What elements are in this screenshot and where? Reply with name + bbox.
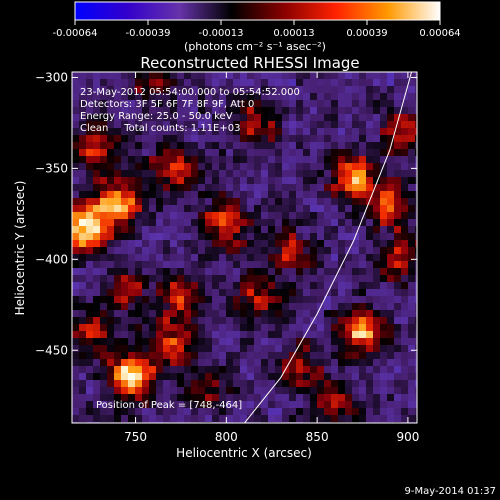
footer-date: 9-May-2014 01:37 — [404, 486, 496, 497]
colorbar — [74, 1, 441, 21]
x-tick-label: 900 — [396, 430, 419, 444]
heatmap-image — [72, 72, 417, 423]
info-energy-range: Energy Range: 25.0 - 50.0 keV — [80, 111, 233, 122]
chart-title: Reconstructed RHESSI Image — [140, 54, 359, 72]
colorbar-tick-label: -0.00064 — [53, 28, 98, 39]
info-clean-counts: Clean Total counts: 1.11E+03 — [80, 123, 240, 134]
colorbar-tick-label: -0.00039 — [126, 28, 171, 39]
solar-limb-line — [244, 72, 413, 423]
x-tick-label: 850 — [306, 430, 329, 444]
y-tick-label: −400 — [35, 252, 68, 266]
colorbar-tick-label: -0.00013 — [199, 28, 244, 39]
x-tick-label: 800 — [215, 430, 238, 444]
plot-frame — [71, 71, 418, 424]
x-tick-label: 750 — [124, 430, 147, 444]
colorbar-tick-label: 0.00013 — [273, 28, 314, 39]
colorbar-tick-label: 0.00039 — [346, 28, 387, 39]
info-time-range: 23-May-2012 05:54:00.000 to 05:54:52.000 — [80, 87, 300, 98]
x-axis-label: Heliocentric X (arcsec) — [176, 446, 312, 460]
y-tick-label: −300 — [35, 70, 68, 84]
y-axis-label: Heliocentric Y (arcsec) — [13, 181, 27, 316]
y-tick-label: −450 — [35, 343, 68, 357]
info-detectors: Detectors: 3F 5F 6F 7F 8F 9F, Att 0 — [80, 99, 254, 110]
colorbar-units-label: (photons cm⁻² s⁻¹ asec⁻²) — [184, 40, 326, 53]
colorbar-ticks: -0.00064 -0.00039 -0.00013 0.00013 0.00039 0.… — [53, 20, 461, 39]
colorbar-tick-label: 0.00064 — [419, 28, 460, 39]
axis-ticks: 750 800 850 900 −300 −350 −400 −450 — [35, 70, 419, 444]
peak-position-label: Position of Peak = [748,-464] — [96, 400, 242, 411]
y-tick-label: −350 — [35, 161, 68, 175]
